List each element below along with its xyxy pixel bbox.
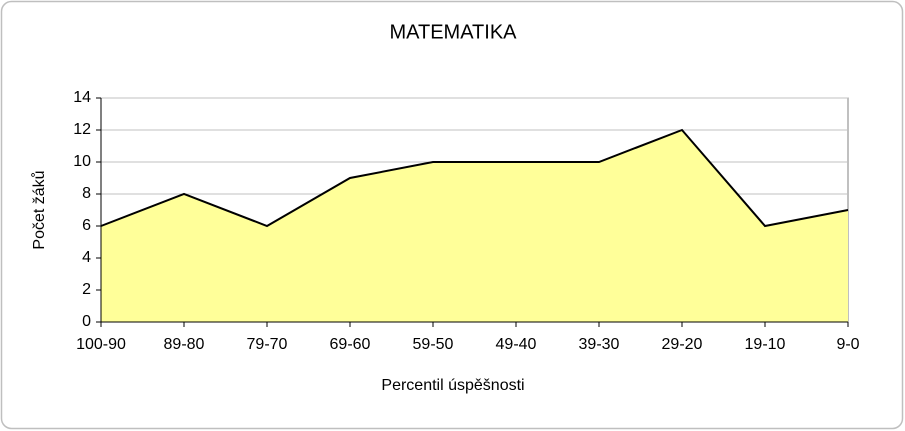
x-axis-label: Percentil úspěšnosti xyxy=(381,377,524,394)
x-tick-label: 100-90 xyxy=(76,336,126,353)
x-tick-label: 49-40 xyxy=(496,336,537,353)
x-tick-label: 9-0 xyxy=(836,336,859,353)
x-tick-label: 59-50 xyxy=(413,336,454,353)
y-tick-label: 6 xyxy=(82,217,91,234)
chart-title: MATEMATIKA xyxy=(389,21,517,43)
y-axis-label: Počet žáků xyxy=(30,170,48,249)
x-tick-label: 79-70 xyxy=(247,336,288,353)
y-tick-label: 0 xyxy=(82,313,91,330)
line xyxy=(100,128,849,228)
x-tick-label: 29-20 xyxy=(662,336,703,353)
x-tick-label: 19-10 xyxy=(745,336,786,353)
y-tick-label: 8 xyxy=(82,185,91,202)
area xyxy=(101,130,848,322)
x-tick-label: 69-60 xyxy=(330,336,371,353)
x-tick-label: 89-80 xyxy=(164,336,205,353)
y-tick-label: 10 xyxy=(73,153,91,170)
y-tick-label: 14 xyxy=(73,89,91,106)
x-tick-label: 39-30 xyxy=(579,336,620,353)
y-tick-label: 4 xyxy=(82,249,91,266)
y-tick-label: 2 xyxy=(82,281,91,298)
y-tick-label: 12 xyxy=(73,121,91,138)
